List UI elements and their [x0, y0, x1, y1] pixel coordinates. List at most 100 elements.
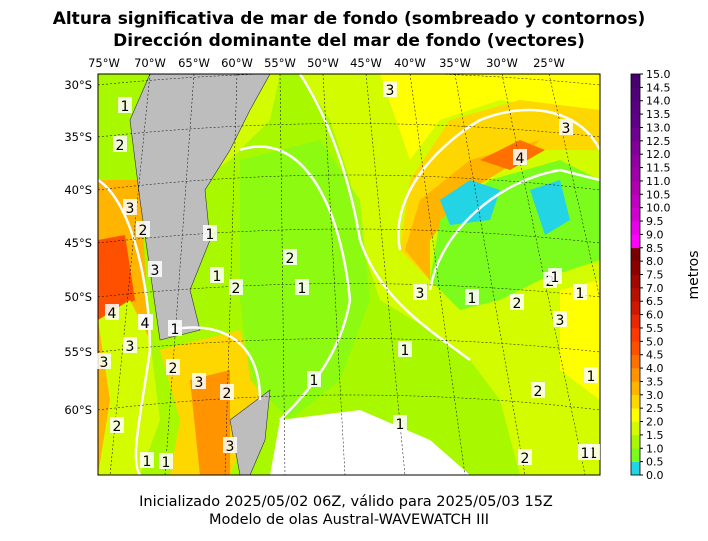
- colorbar-tick-label: 5.5: [646, 322, 664, 335]
- contour-label-box: [159, 453, 173, 469]
- colorbar-tick-label: 8.5: [646, 242, 664, 255]
- contour-label-box: [123, 199, 137, 215]
- colorbar-swatch: [631, 100, 640, 115]
- contour-labels: 1232121112343121313441332322111221213141…: [97, 81, 600, 471]
- lat-label: 45°S: [64, 236, 92, 250]
- contour-label-box: [105, 304, 119, 320]
- contour-label-box: [110, 417, 124, 433]
- map-frame: [97, 73, 601, 476]
- contour-label-box: [113, 136, 127, 152]
- title: Altura significativa de mar de fondo (so…: [53, 9, 646, 29]
- contour-label-box: [559, 119, 573, 135]
- contour-label-box: [140, 452, 154, 468]
- contour-label: 1: [206, 227, 215, 243]
- lon-label: 75°W: [88, 56, 120, 70]
- contour-label-box: [192, 373, 206, 389]
- colorbar-swatch: [631, 368, 640, 382]
- colorbar-swatch: [631, 247, 640, 262]
- colorbar-swatch: [631, 314, 640, 329]
- colorbar-tick-label: 2.5: [646, 402, 664, 415]
- lon-label: 50°W: [307, 56, 339, 70]
- colorbar-swatch: [631, 127, 640, 142]
- lon-axis: 75°W 70°W 65°W 60°W 55°W 50°W 45°W 40°W 35°W 30°W…: [88, 56, 565, 70]
- colorbar-swatch: [631, 114, 640, 128]
- contour-label-box: [383, 81, 397, 97]
- contour-label: 1: [589, 446, 598, 462]
- colorbar-swatch: [631, 221, 640, 235]
- colorbar-swatch: [631, 261, 640, 275]
- colorbar-swatch: [631, 327, 640, 342]
- colorbar-tick-label: 7.0: [646, 282, 664, 295]
- contour-label-box: [138, 314, 152, 330]
- colorbar-swatch: [631, 461, 640, 476]
- colorbar-label: metros: [686, 250, 702, 299]
- contour-label-box: [283, 249, 297, 265]
- map-field: [98, 74, 600, 475]
- contour-label: 2: [116, 138, 125, 154]
- colorbar-swatch: [631, 74, 640, 88]
- contour-label-box: [584, 367, 598, 383]
- footer-line: Inicializado 2025/05/02 06Z, válido para…: [139, 494, 553, 510]
- colorbar-tick-label: 12.0: [646, 148, 671, 161]
- colorbar-swatch: [631, 207, 640, 222]
- colorbar-tick-label: 13.0: [646, 121, 671, 134]
- contour-label: 2: [113, 419, 122, 435]
- colorbar-swatch: [631, 234, 640, 249]
- contour-label-box: [136, 221, 150, 237]
- contour-label-box: [148, 261, 162, 277]
- colorbar-tick-label: 7.5: [646, 269, 664, 282]
- colorbar-tick-label: 10.5: [646, 188, 671, 201]
- colorbar-tick-label: 0.5: [646, 456, 664, 469]
- colorbar-tick-label: 9.0: [646, 228, 664, 241]
- contour-label: 1: [576, 286, 585, 302]
- colorbar-tick-label: 1.5: [646, 429, 664, 442]
- contour-label-box: [168, 320, 182, 336]
- colorbar-swatch: [631, 381, 640, 396]
- colorbar-tick-label: 5.0: [646, 335, 664, 348]
- contour-label: 1: [581, 446, 590, 462]
- colorbar-tick-label: 6.5: [646, 295, 664, 308]
- colorbar-swatch: [631, 394, 640, 409]
- colorbar-swatch: [631, 154, 640, 168]
- contour-label: 1: [298, 281, 307, 297]
- contour-label: 2: [521, 451, 530, 467]
- colorbar-swatch: [631, 194, 640, 208]
- contour-label: 1: [551, 270, 560, 286]
- contour-label: 2: [223, 386, 232, 402]
- contour-label-box: [393, 415, 407, 431]
- contour-label: 1: [162, 455, 171, 471]
- colorbar-tick-label: 12.5: [646, 135, 671, 148]
- colorbar-tick-label: 0.0: [646, 469, 664, 482]
- colorbar-tick-label: 6.0: [646, 309, 664, 322]
- lon-label: 35°W: [439, 56, 471, 70]
- contour-label: 1: [143, 454, 152, 470]
- contour-label: 3: [195, 375, 204, 391]
- colorbar-swatch: [631, 448, 640, 462]
- contour-label: 3: [100, 355, 109, 371]
- contour-label: 4: [141, 316, 150, 332]
- contour-label: 2: [286, 251, 295, 267]
- contour-label: 3: [126, 201, 135, 217]
- colorbar-swatch: [631, 421, 640, 436]
- colorbar-tick-label: 1.0: [646, 442, 664, 455]
- contour-label-box: [220, 384, 234, 400]
- contour-label-box: [223, 437, 237, 453]
- colorbar-swatch: [631, 341, 640, 355]
- footer-line: Modelo de olas Austral-WAVEWATCH III: [209, 512, 489, 528]
- contour-label-box: [548, 268, 562, 284]
- lon-label: 70°W: [134, 56, 166, 70]
- contour-label-box: [510, 294, 524, 310]
- colorbar-swatch: [631, 140, 640, 155]
- colorbar-swatch: [631, 180, 640, 195]
- contour-label-box: [203, 225, 217, 241]
- contour-label: 2: [534, 384, 543, 400]
- colorbar-tick-label: 13.5: [646, 108, 671, 121]
- colorbar-tick-label: 3.0: [646, 389, 664, 402]
- colorbar-tick-label: 11.5: [646, 162, 671, 175]
- contour-label: 3: [151, 263, 160, 279]
- lon-label: 30°W: [486, 56, 518, 70]
- colorbar-tick-label: 8.0: [646, 255, 664, 268]
- contour-label: 3: [126, 339, 135, 355]
- lat-label: 50°S: [64, 290, 92, 304]
- subtitle: Dirección dominante del mar de fondo (ve…: [113, 31, 585, 51]
